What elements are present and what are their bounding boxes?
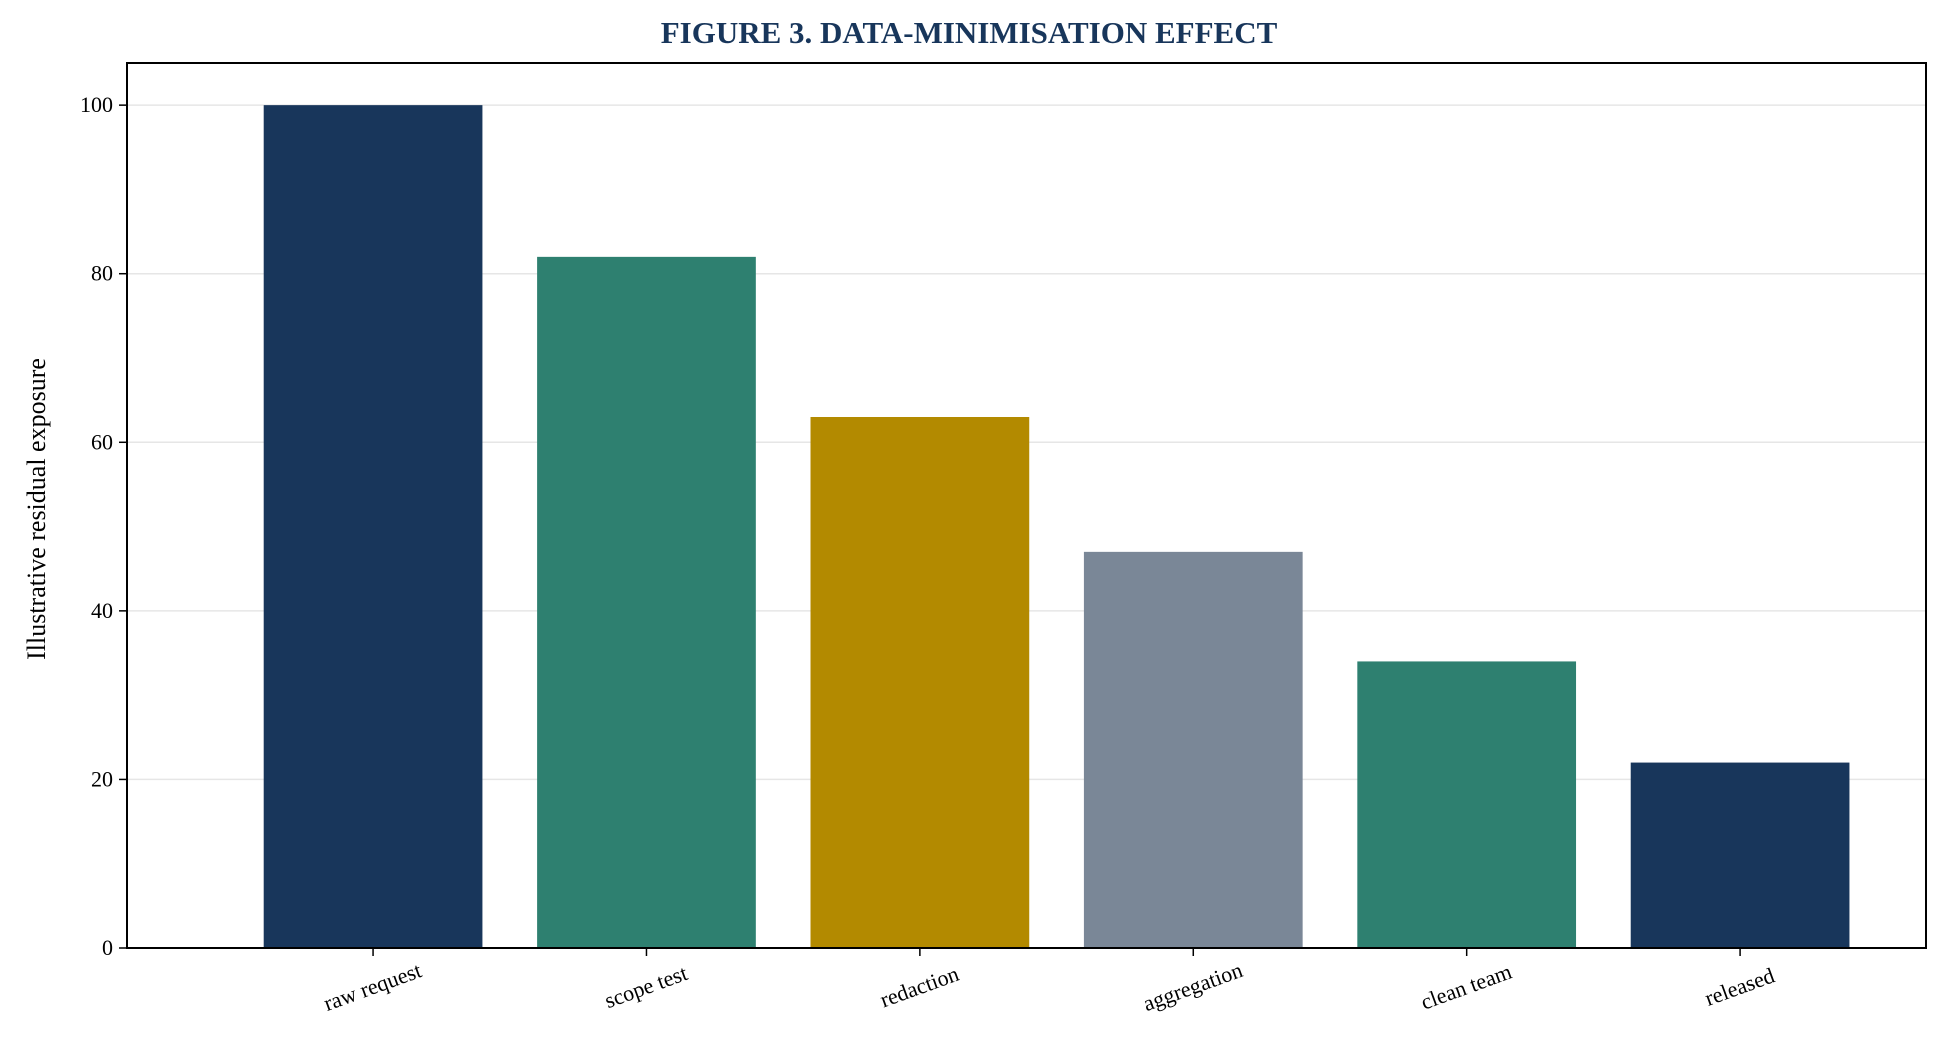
bar-scope-test <box>537 256 756 948</box>
x-tick-label: redaction <box>877 961 962 1012</box>
x-tick-label: raw request <box>320 957 424 1015</box>
bars <box>263 105 1850 948</box>
y-tick-label: 0 <box>102 935 113 960</box>
bar-clean-team <box>1357 661 1577 948</box>
y-tick-label: 40 <box>91 598 113 623</box>
x-tick-label: clean team <box>1417 959 1515 1015</box>
y-tick-label: 60 <box>91 429 113 454</box>
bar-raw-request <box>263 105 483 948</box>
x-tick-label: released <box>1701 963 1777 1011</box>
bar-aggregation <box>1083 551 1303 948</box>
y-tick-label: 80 <box>91 261 113 286</box>
plot-frame <box>126 62 1927 949</box>
y-axis-label: Illustrative residual exposure <box>22 358 51 660</box>
bar-redaction <box>810 417 1030 948</box>
x-tick-label: scope test <box>601 960 691 1013</box>
y-tick-label: 20 <box>91 766 113 791</box>
chart-title: FIGURE 3. DATA-MINIMISATION EFFECT <box>661 15 1278 50</box>
x-tick-label: aggregation <box>1140 957 1246 1016</box>
bar-released <box>1630 762 1850 948</box>
y-tick-label: 100 <box>80 92 113 117</box>
axes <box>119 62 1927 956</box>
